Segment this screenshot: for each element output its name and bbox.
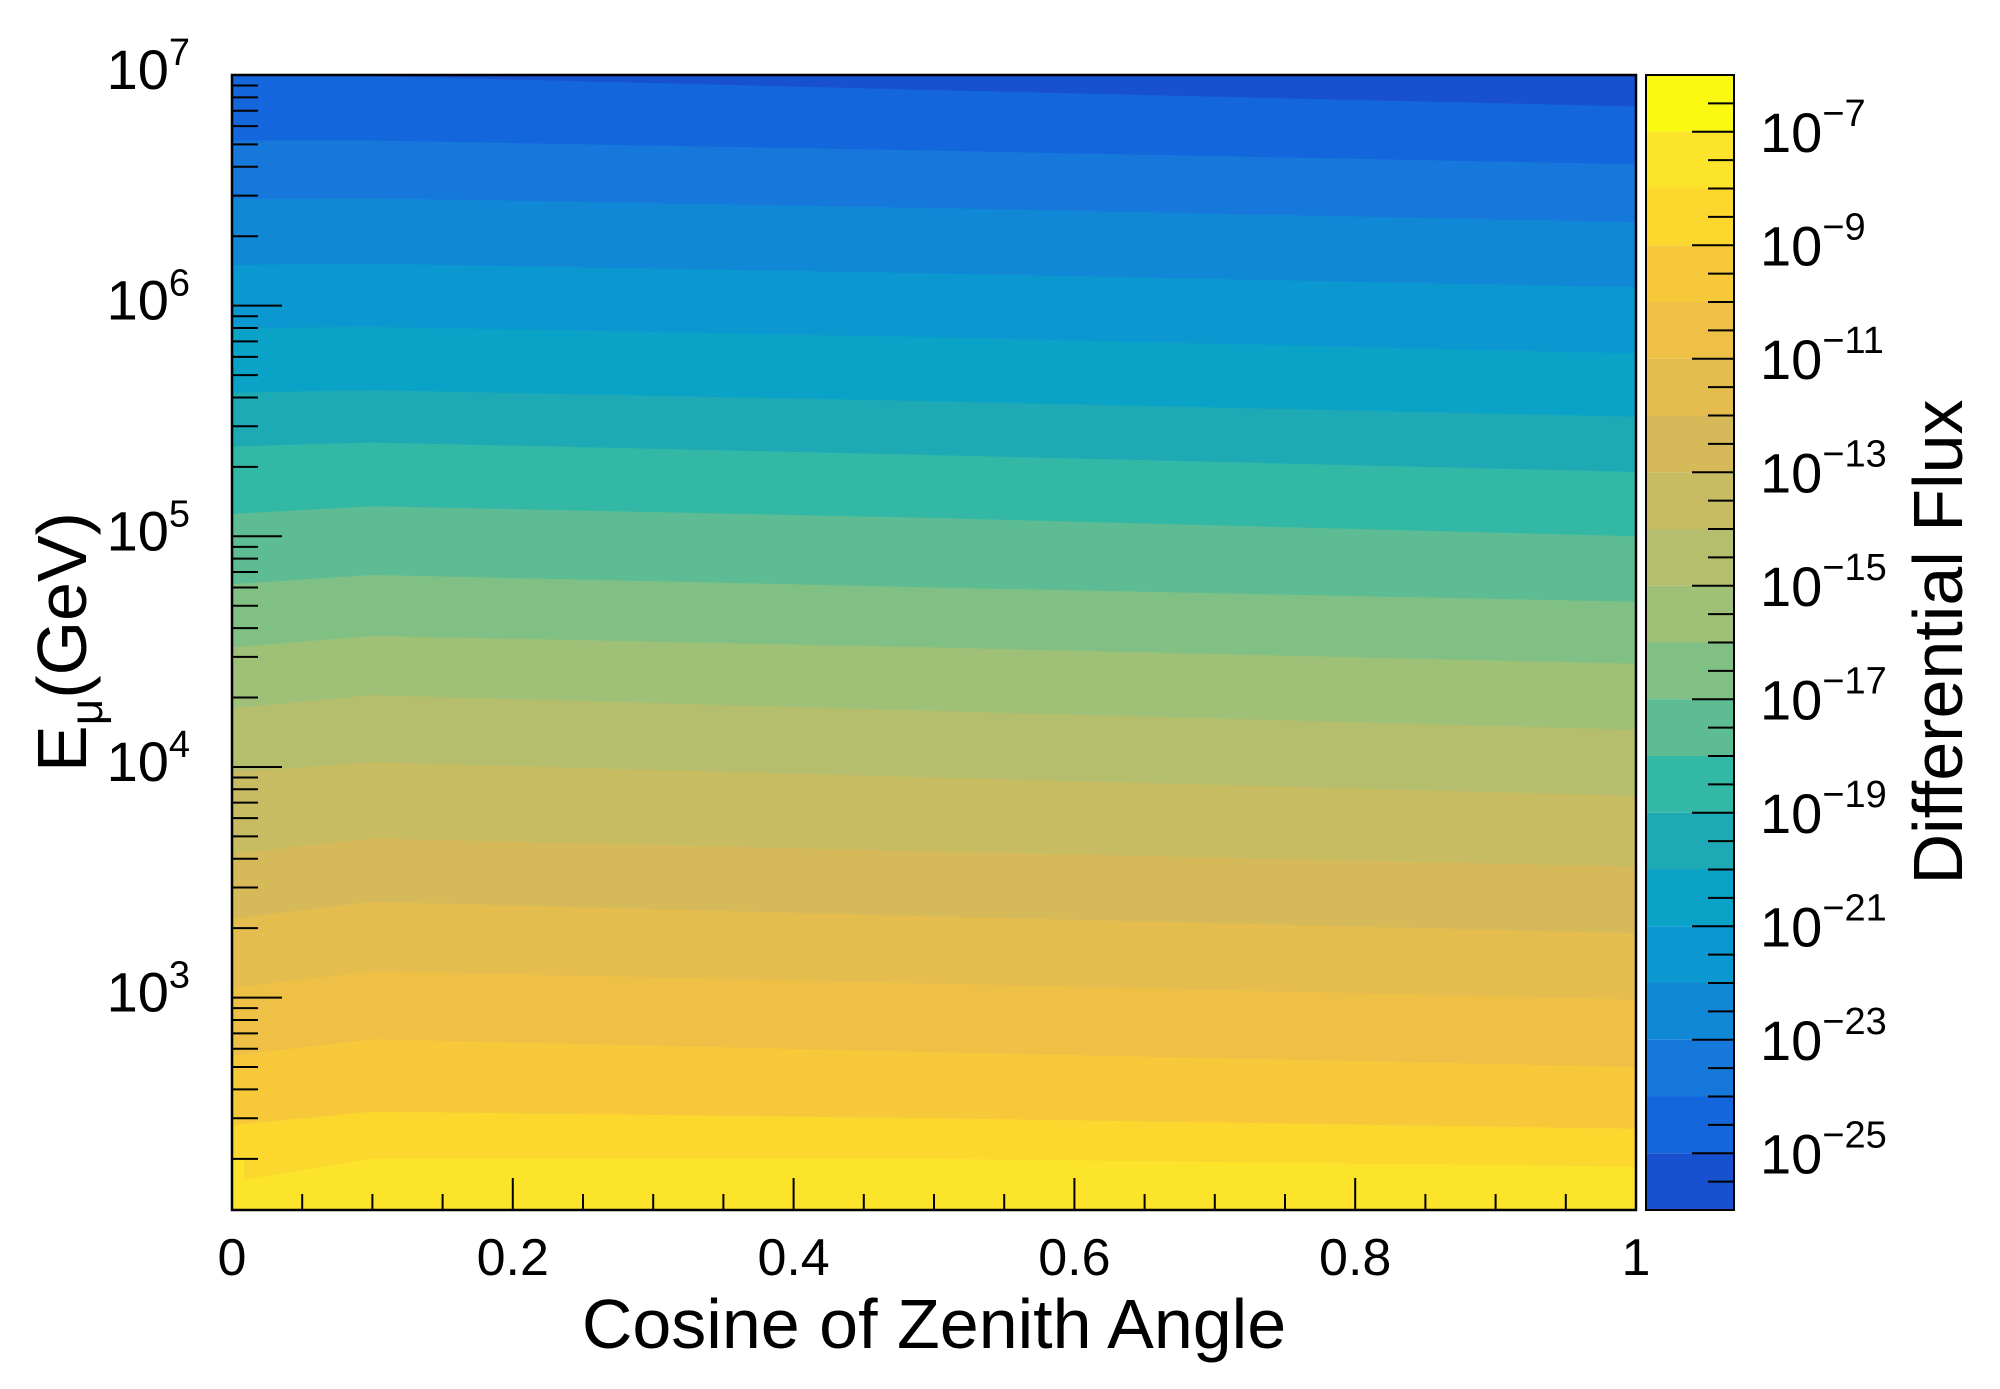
x-axis-tick-label: 0.2 bbox=[477, 1229, 549, 1287]
x-axis-ticks bbox=[231, 1178, 1637, 1210]
colorbar-tick-label: 10−23 bbox=[1760, 1001, 1887, 1072]
colorbar-tick-label: 10−11 bbox=[1760, 320, 1884, 391]
colorbar-tick-label: 10−15 bbox=[1760, 547, 1887, 618]
y-axis-title: Eμ(GeV) bbox=[23, 512, 112, 772]
heatmap-bands bbox=[232, 75, 1636, 1210]
colorbar-tick-label: 10−19 bbox=[1760, 774, 1887, 845]
y-axis-tick-label: 104 bbox=[107, 724, 190, 793]
x-axis-tick-label: 0 bbox=[218, 1229, 247, 1287]
y-axis-tick-labels: 103 104 105 106 107 bbox=[107, 32, 190, 1024]
x-axis-tick-label: 0.6 bbox=[1038, 1229, 1110, 1287]
colorbar-tick-label: 10−25 bbox=[1760, 1114, 1887, 1185]
svg-text:Eμ(GeV): Eμ(GeV) bbox=[23, 512, 112, 772]
colorbar-ticks bbox=[1692, 102, 1734, 1183]
y-axis-title-main: E bbox=[23, 725, 101, 772]
y-axis-title-subscript: μ bbox=[60, 699, 112, 726]
colorbar-tick-label: 10−17 bbox=[1760, 660, 1887, 731]
y-axis-title-unit: (GeV) bbox=[23, 512, 101, 699]
colorbar bbox=[1646, 75, 1734, 1210]
y-axis-ticks bbox=[232, 74, 282, 1160]
colorbar-title: Differential Flux bbox=[1899, 399, 1977, 884]
colorbar-tick-label: 10−9 bbox=[1760, 206, 1866, 277]
x-axis-tick-label: 1 bbox=[1622, 1229, 1651, 1287]
y-axis-tick-label: 105 bbox=[107, 493, 190, 562]
y-axis-tick-label: 106 bbox=[107, 263, 190, 332]
colorbar-tick-label: 10−21 bbox=[1760, 887, 1887, 958]
colorbar-tick-label: 10−13 bbox=[1760, 433, 1887, 504]
heatmap-band-edge bbox=[232, 1160, 244, 1210]
x-axis-tick-label: 0.4 bbox=[757, 1229, 829, 1287]
colorbar-tick-label: 10−7 bbox=[1760, 93, 1866, 164]
x-axis-tick-label: 0.8 bbox=[1319, 1229, 1391, 1287]
x-axis-tick-labels: 0 0.2 0.4 0.6 0.8 1 bbox=[218, 1229, 1651, 1287]
y-axis-tick-label: 103 bbox=[107, 955, 190, 1024]
y-axis-tick-label: 107 bbox=[107, 32, 190, 101]
x-axis-title: Cosine of Zenith Angle bbox=[582, 1285, 1286, 1363]
colorbar-tick-labels: 10−7 10−9 10−11 10−13 10−15 10−17 10−19 10−21 10… bbox=[1760, 93, 1887, 1186]
